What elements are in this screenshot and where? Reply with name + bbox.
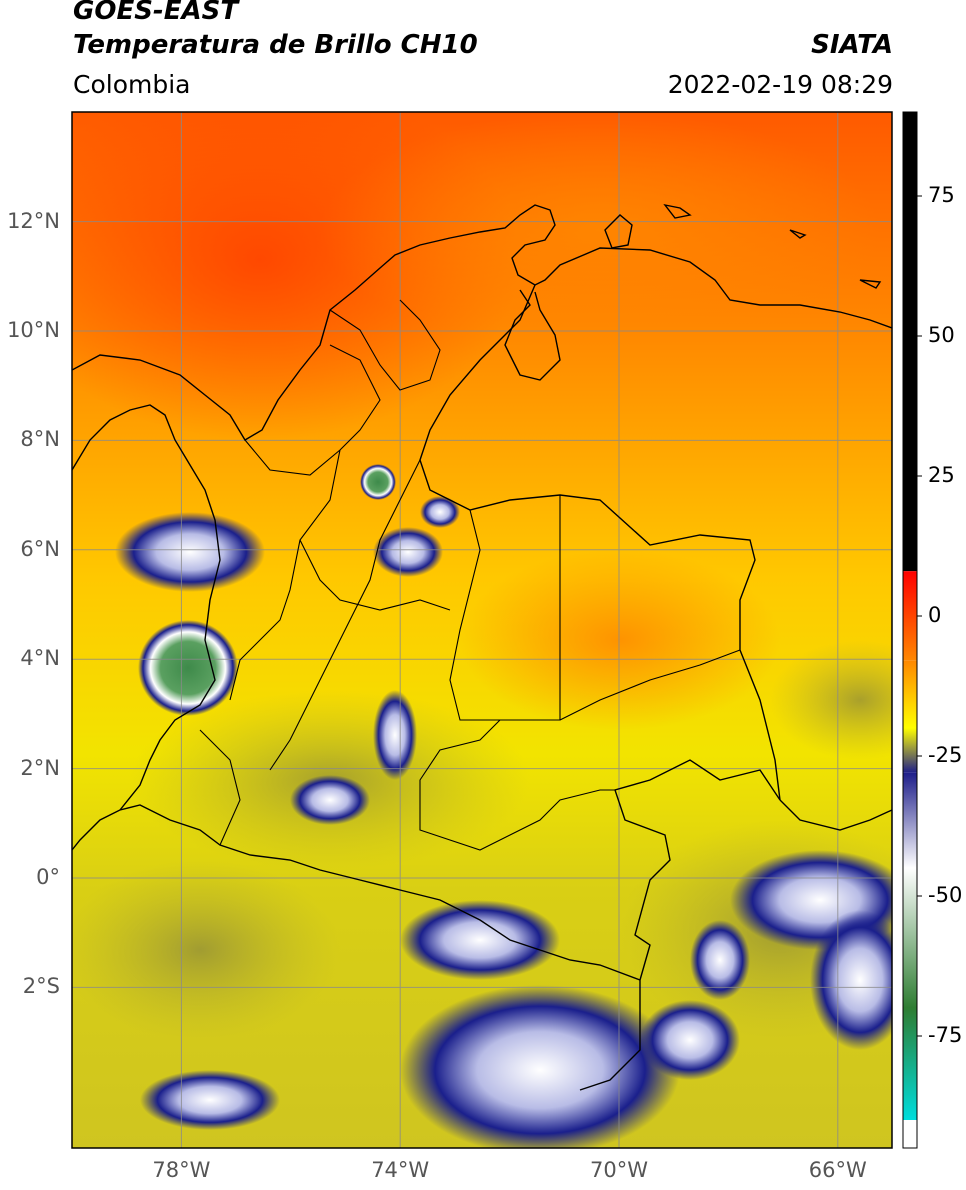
border-colombia-venezuela	[419, 284, 781, 801]
latitude-label: 6°N	[20, 536, 60, 561]
convective-core	[360, 464, 396, 500]
colorbar-segment	[903, 772, 917, 868]
colorbar-tick-label: 75	[928, 183, 955, 207]
cold-cloud	[420, 496, 460, 528]
cold-cloud	[400, 985, 680, 1148]
border-brazil-venezuela	[779, 799, 892, 831]
cold-cloud	[140, 1070, 280, 1130]
colorbar-segment	[903, 112, 917, 572]
timestamp-label: 2022-02-19 08:29	[667, 70, 893, 99]
borders-layer	[72, 203, 892, 1091]
title-product: Temperatura de Brillo CH10	[73, 30, 478, 60]
colorbar-segment	[903, 660, 917, 728]
imagery-layer	[72, 112, 892, 1148]
cold-cloud	[640, 1000, 740, 1080]
cold-cloud	[290, 775, 370, 825]
border-colombia-peru-ecuador	[119, 804, 641, 981]
region-label: Colombia	[73, 70, 191, 99]
colorbar-tick-label: -50	[928, 883, 963, 907]
colorbar-segment	[903, 1008, 917, 1120]
colorbar-tick-marks	[917, 195, 922, 1037]
latitude-label: 8°N	[20, 427, 60, 452]
convective-core	[138, 620, 238, 716]
latitude-label: 2°S	[22, 974, 60, 999]
colorbar-segment	[903, 571, 917, 661]
longitude-label: 78°W	[152, 1158, 211, 1182]
border-colombia-brazil	[579, 759, 781, 1091]
agency-label: SIATA	[811, 30, 893, 60]
colorbar-tick-label: 25	[928, 463, 955, 487]
cool-region	[770, 640, 892, 760]
cold-cloud	[373, 527, 443, 577]
latitude-label: 12°N	[7, 208, 60, 233]
colorbar-segment	[903, 868, 917, 1008]
latitude-label: 10°N	[7, 318, 60, 342]
coastline-islands	[604, 203, 882, 289]
warm-region	[460, 550, 780, 730]
latitude-label: 4°N	[20, 646, 60, 671]
colorbar-frame	[902, 111, 918, 1149]
graticule	[72, 112, 892, 1148]
map-frame	[71, 111, 893, 1149]
warm-region	[320, 112, 880, 350]
cold-cloud	[690, 920, 750, 1000]
title-satellite: GOES-EAST	[73, 0, 239, 26]
cool-region	[72, 860, 340, 1040]
longitude-label: 66°W	[808, 1158, 867, 1182]
longitude-label: 70°W	[590, 1158, 648, 1182]
cold-cloud	[810, 910, 892, 1050]
cold-cloud	[115, 512, 265, 592]
colorbar-tick-label: -25	[928, 743, 963, 767]
colorbar-scale	[903, 112, 917, 1148]
coastline-pacific	[72, 404, 221, 851]
internal-borders	[199, 299, 741, 851]
cold-cloud	[400, 900, 560, 980]
coastline-caribbean	[72, 204, 892, 441]
longitude-label: 74°W	[371, 1158, 430, 1182]
latitude-label: 2°N	[20, 755, 60, 780]
colorbar-tick-label: 50	[928, 323, 955, 347]
latitude-label: 0°	[36, 865, 60, 889]
colorbar-segment	[903, 728, 917, 773]
colorbar-tick-label: 0	[928, 603, 942, 627]
colorbar-segment	[903, 1120, 917, 1148]
cold-cloud	[373, 690, 417, 780]
colorbar-tick-label: -75	[928, 1023, 963, 1047]
